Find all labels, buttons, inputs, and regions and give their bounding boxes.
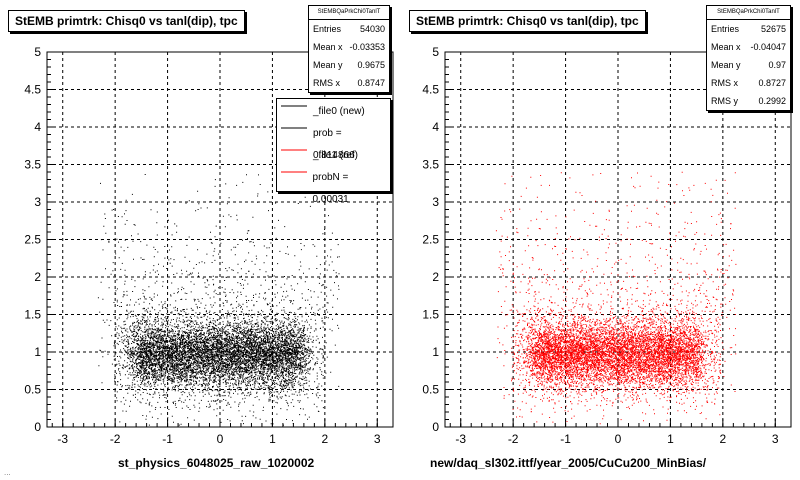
left-stats-box: StEMBQaPrkChi0TanlT Entries 54030 Mean x-… [308,5,390,93]
right-x-axis-title: new/daq_sl302.ittf/year_2005/CuCu200_Min… [430,456,707,470]
y-tick-label: 1 [432,345,439,359]
legend-entry-probn: probN = 0.00031 [277,167,390,205]
legend-line-file0 [281,105,307,107]
left-stats-row-mean-x: Mean x -0.03353 [313,42,385,52]
right-panel: -3 -2 -1 0 1 2 3 0 0.5 1 1.5 2 2.5 3 3.5 4 4.5 5 [422,45,792,446]
legend-entry-prob: prob = 0.814866 [277,123,390,161]
legend-entry-file1: _file1 (ref) [277,145,390,167]
y-tick-label: 5 [34,45,41,59]
y-tick-label: 0 [432,420,439,434]
y-tick-label: 4 [34,120,41,134]
x-tick-label: -1 [162,432,173,446]
left-stats-name: StEMBQaPrkChi0TanlT [309,6,389,20]
y-tick-label: 1.5 [422,308,439,322]
left-stats-row-entries: Entries 54030 [313,24,385,34]
y-tick-label: 3 [34,195,41,209]
scatter-dots [495,171,737,425]
right-panel-title: StEMB primtrk: Chisq0 vs tanl(dip), tpc [409,10,646,32]
x-tick-label: -2 [508,432,519,446]
right-stats-row-entries: Entries 52675 [711,24,786,34]
right-stats-row-rms-y: RMS y 0.2992 [711,96,786,106]
scatter-points [97,173,340,426]
x-tick-label: 3 [374,432,381,446]
x-tick-label: 1 [667,432,674,446]
left-stats-row-rms-x: RMS x 0.8747 [313,78,385,88]
y-tick-label: 3 [432,195,439,209]
y-tick-label: 4.5 [422,83,439,97]
legend-entry-file0: _file0 (new) [277,101,390,123]
x-tick-label: -1 [560,432,571,446]
right-stats-box: StEMBQaPrkChi0TanlT Entries 52675 Mean x-… [706,5,791,111]
legend-line-prob [281,127,307,129]
x-tick-label: -3 [57,432,68,446]
y-tick-label: 4.5 [24,83,41,97]
right-stats-row-rms-x: RMS x 0.8727 [711,78,786,88]
right-stats-row-mean-x: Mean x -0.04047 [711,42,786,52]
x-tick-label: -3 [455,432,466,446]
legend-line-probn [281,171,307,173]
y-tick-label: 2.5 [422,233,439,247]
y-tick-label: 2 [34,270,41,284]
right-stats-name: StEMBQaPrkChi0TanlT [707,6,790,20]
footer-text: ... [4,468,11,477]
legend-line-file1 [281,149,307,151]
x-tick-label: 2 [322,432,329,446]
y-tick-label: 0.5 [422,383,439,397]
y-tick-label: 2 [432,270,439,284]
y-tick-label: 3.5 [24,158,41,172]
y-tick-label: 3.5 [422,158,439,172]
x-tick-label: 2 [720,432,727,446]
x-tick-label: 3 [772,432,779,446]
y-tick-label: 5 [432,45,439,59]
scatter-points [495,171,737,425]
y-tick-label: 0 [34,420,41,434]
right-stats-row-mean-y: Mean y 0.97 [711,60,786,70]
y-tick-label: 1.5 [24,308,41,322]
x-tick-label: -2 [110,432,121,446]
x-tick-label: 0 [217,432,224,446]
left-stats-row-mean-y: Mean y 0.9675 [313,60,385,70]
y-tick-label: 2.5 [24,233,41,247]
left-x-axis-title: st_physics_6048025_raw_1020002 [118,456,315,470]
left-panel-title: StEMB primtrk: Chisq0 vs tanl(dip), tpc [8,10,245,32]
y-tick-label: 0.5 [24,383,41,397]
x-tick-label: 0 [615,432,622,446]
x-tick-label: 1 [269,432,276,446]
scatter-dots [97,173,340,426]
y-tick-label: 4 [432,120,439,134]
y-tick-label: 1 [34,345,41,359]
left-legend-box: _file0 (new) prob = 0.814866 _file1 (ref… [276,98,391,205]
